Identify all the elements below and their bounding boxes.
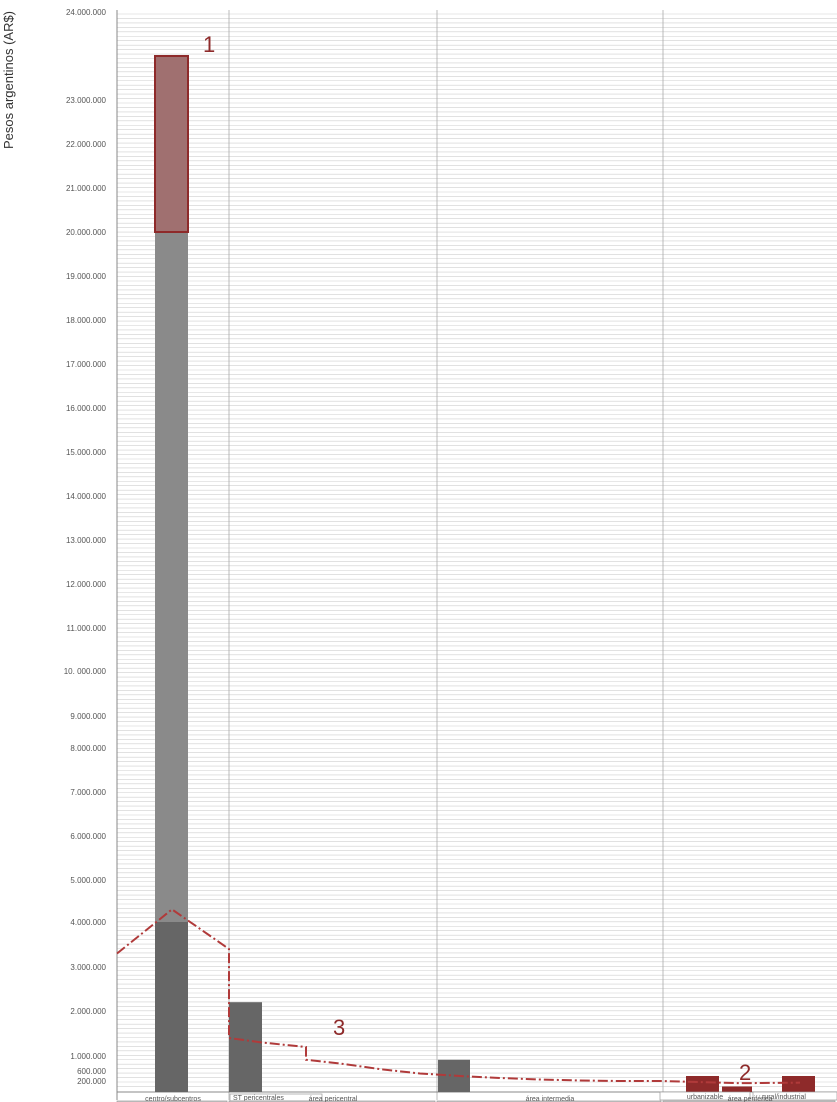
y-tick-label: 20.000.000: [66, 228, 107, 237]
y-tick-label: 8.000.000: [70, 744, 106, 753]
bar: [229, 1002, 262, 1092]
y-tick-label: 24.000.000: [66, 8, 107, 17]
y-tick-label: 6.000.000: [70, 832, 106, 841]
y-tick-label: 14.000.000: [66, 492, 107, 501]
bar: [686, 1076, 719, 1092]
trend-line-path: [116, 908, 801, 1085]
y-tick-label: 17.000.000: [66, 360, 107, 369]
grid: [116, 10, 837, 1100]
y-tick-label: 10. 000.000: [64, 667, 107, 676]
y-tick-label: 7.000.000: [70, 788, 106, 797]
zone-sublabel: urbanizable: [687, 1094, 723, 1101]
zone-labels: ST pericentrales urbanizable rural/industr…: [116, 1091, 837, 1102]
y-tick-label: 13.000.000: [66, 536, 107, 545]
zone-sublabel: rural/industrial: [762, 1094, 806, 1101]
y-tick-label: 23.000.000: [66, 96, 107, 105]
annotation-label: 1: [203, 32, 215, 57]
y-tick-label: 9.000.000: [70, 712, 106, 721]
annotation-label: 3: [333, 1015, 345, 1040]
y-tick-label: 11.000.000: [67, 624, 107, 633]
y-tick-label: 15.000.000: [66, 448, 107, 457]
zone-label: centro/subcentros: [145, 1096, 201, 1102]
y-tick-label: 22.000.000: [66, 140, 107, 149]
y-tick-label: 200.000: [77, 1077, 106, 1086]
annotations: 1 2 3: [203, 32, 751, 1085]
y-tick-label: 19.000.000: [66, 272, 107, 281]
y-tick-label: 18.000.000: [66, 316, 107, 325]
y-tick-label: 3.000.000: [70, 963, 106, 972]
bar: [722, 1086, 752, 1092]
zone-sublabel: ST pericentrales: [233, 1095, 284, 1102]
y-tick-label: 1.000.000: [70, 1052, 106, 1061]
y-tick-label: 600.000: [77, 1067, 106, 1076]
y-tick-label: 5.000.000: [70, 876, 106, 885]
y-tick-label: 21.000.000: [66, 184, 107, 193]
y-tick-label: 2.000.000: [70, 1007, 106, 1016]
zone-sublabel-box: [659, 1091, 751, 1101]
zone-sublabel-box: [752, 1091, 837, 1101]
zone-label: área pericentral: [309, 1096, 358, 1102]
y-tick-label: 12.000.000: [66, 580, 107, 589]
bars: [154, 55, 815, 1092]
trend-line: [116, 908, 801, 1085]
zone-label: área periférica: [728, 1096, 773, 1102]
y-tick-label: 4.000.000: [70, 918, 106, 927]
y-axis-label: Pesos argentinos (AR$): [1, 11, 16, 149]
annotation-label: 2: [739, 1060, 751, 1085]
bar: [155, 232, 188, 922]
bar: [782, 1076, 815, 1092]
bar: [155, 922, 188, 1092]
bar: [154, 55, 189, 233]
y-tick-label: 16.000.000: [66, 404, 107, 413]
zone-label: área intermedia: [526, 1096, 575, 1102]
